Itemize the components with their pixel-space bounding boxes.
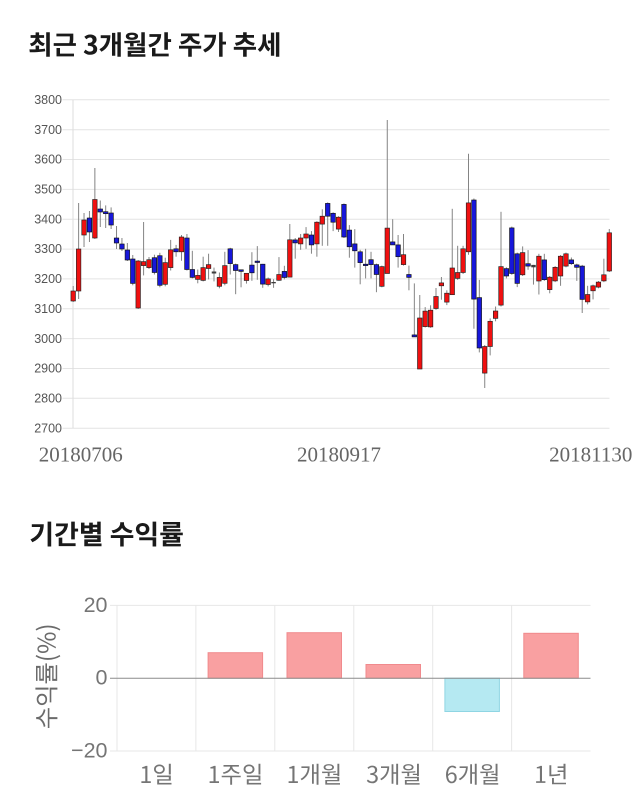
svg-text:3000: 3000 — [34, 332, 62, 346]
svg-text:3300: 3300 — [34, 242, 62, 256]
svg-text:2700: 2700 — [34, 421, 62, 435]
svg-text:3200: 3200 — [34, 272, 62, 286]
svg-text:3600: 3600 — [34, 153, 62, 167]
svg-text:20180917: 20180917 — [297, 443, 381, 467]
svg-text:3800: 3800 — [34, 93, 62, 107]
svg-text:2900: 2900 — [34, 362, 62, 376]
svg-text:20180706: 20180706 — [39, 443, 123, 467]
svg-text:0: 0 — [96, 666, 108, 690]
svg-text:3500: 3500 — [34, 183, 62, 197]
svg-text:3700: 3700 — [34, 123, 62, 137]
svg-text:20181130: 20181130 — [549, 443, 632, 467]
svg-text:2800: 2800 — [34, 392, 62, 406]
svg-text:20: 20 — [84, 593, 108, 617]
svg-text:3400: 3400 — [34, 212, 62, 226]
svg-text:3100: 3100 — [34, 302, 62, 316]
svg-text:−20: −20 — [71, 739, 108, 763]
